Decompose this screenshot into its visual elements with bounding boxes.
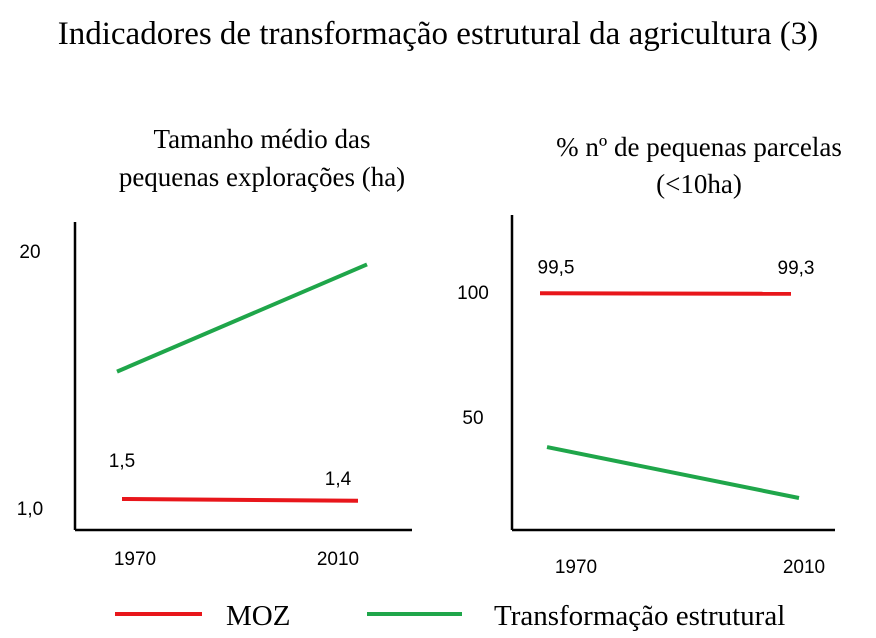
legend-label-moz: MOZ [226, 600, 290, 632]
series-line-moz [121, 497, 359, 503]
x-tick-label: 1970 [555, 557, 597, 578]
x-tick-label: 2010 [783, 557, 825, 578]
x-tick-label: 1970 [114, 549, 156, 570]
legend: MOZ Transformação estrutural [115, 600, 785, 632]
data-label: 1,4 [325, 469, 352, 490]
series-line-transformacao [546, 445, 800, 500]
series-line-moz [539, 291, 792, 296]
chart-title-line: (<10ha) [656, 169, 742, 199]
data-label: 1,5 [109, 451, 135, 472]
y-tick-label: 100 [457, 283, 489, 304]
data-label: 99,3 [778, 258, 815, 279]
legend-label-transformacao: Transformação estrutural [494, 600, 785, 632]
chart-title-line: % nº de pequenas parcelas [556, 132, 842, 162]
y-tick-label: 1,0 [17, 499, 43, 520]
series-line-transformacao [116, 262, 368, 374]
chart-title-line: Tamanho médio das [153, 124, 370, 154]
y-tick-label: 20 [19, 242, 40, 263]
figure-title: Indicadores de transformação estrutural … [58, 16, 818, 52]
chart-panel-small-plots: % nº de pequenas parcelas (<10ha) 100 50 197… [457, 132, 842, 578]
chart-title-line: pequenas explorações (ha) [119, 162, 405, 192]
y-tick-label: 50 [462, 408, 483, 429]
x-tick-label: 2010 [317, 549, 359, 570]
data-label: 99,5 [538, 257, 575, 278]
chart-panel-farm-size: Tamanho médio das pequenas explorações (h… [17, 124, 412, 570]
